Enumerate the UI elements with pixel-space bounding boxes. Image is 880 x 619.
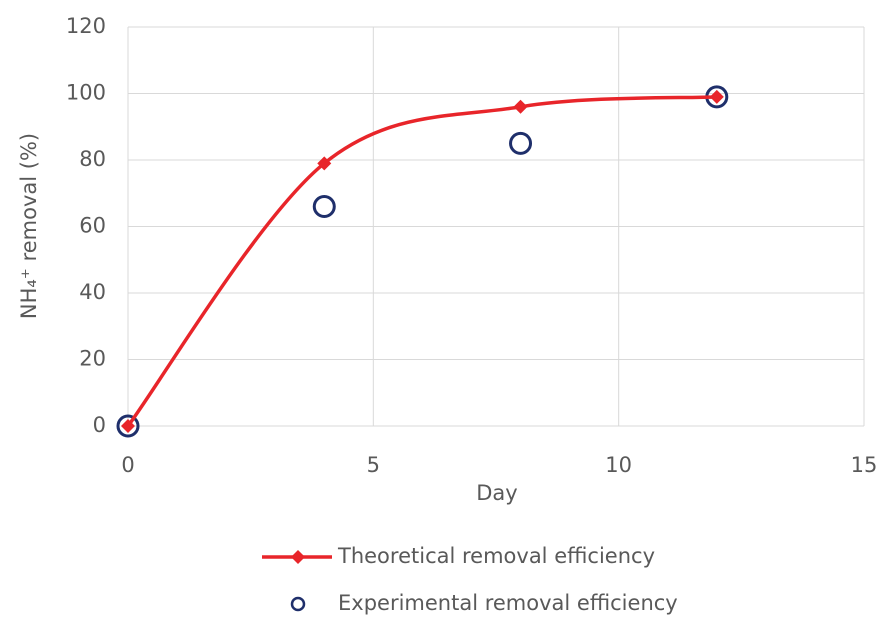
y-tick-label: 100 (66, 81, 106, 105)
y-tick-label: 120 (66, 14, 106, 38)
marker (312, 195, 336, 219)
x-tick-label: 5 (367, 453, 380, 477)
legend-marker (290, 596, 306, 612)
series-line (126, 95, 717, 428)
marker (116, 414, 140, 438)
x-tick-label: 0 (121, 453, 134, 477)
y-axis-label: NH₄⁺ removal (%) (17, 133, 41, 319)
marker (317, 156, 332, 171)
x-tick-label: 10 (605, 453, 632, 477)
marker (513, 99, 528, 114)
y-tick-label: 80 (79, 147, 106, 171)
x-axis-label: Day (476, 481, 517, 505)
marker (709, 89, 724, 104)
y-tick-label: 60 (79, 214, 106, 238)
x-tick-label: 15 (851, 453, 878, 477)
marker (509, 131, 533, 155)
legend-label: Experimental removal efficiency (338, 591, 678, 615)
y-tick-label: 40 (79, 280, 106, 304)
y-tick-label: 0 (93, 413, 106, 437)
legend-marker (291, 550, 305, 564)
legend-label: Theoretical removal efficiency (337, 544, 655, 568)
y-tick-label: 20 (79, 347, 106, 371)
marker (121, 419, 135, 433)
